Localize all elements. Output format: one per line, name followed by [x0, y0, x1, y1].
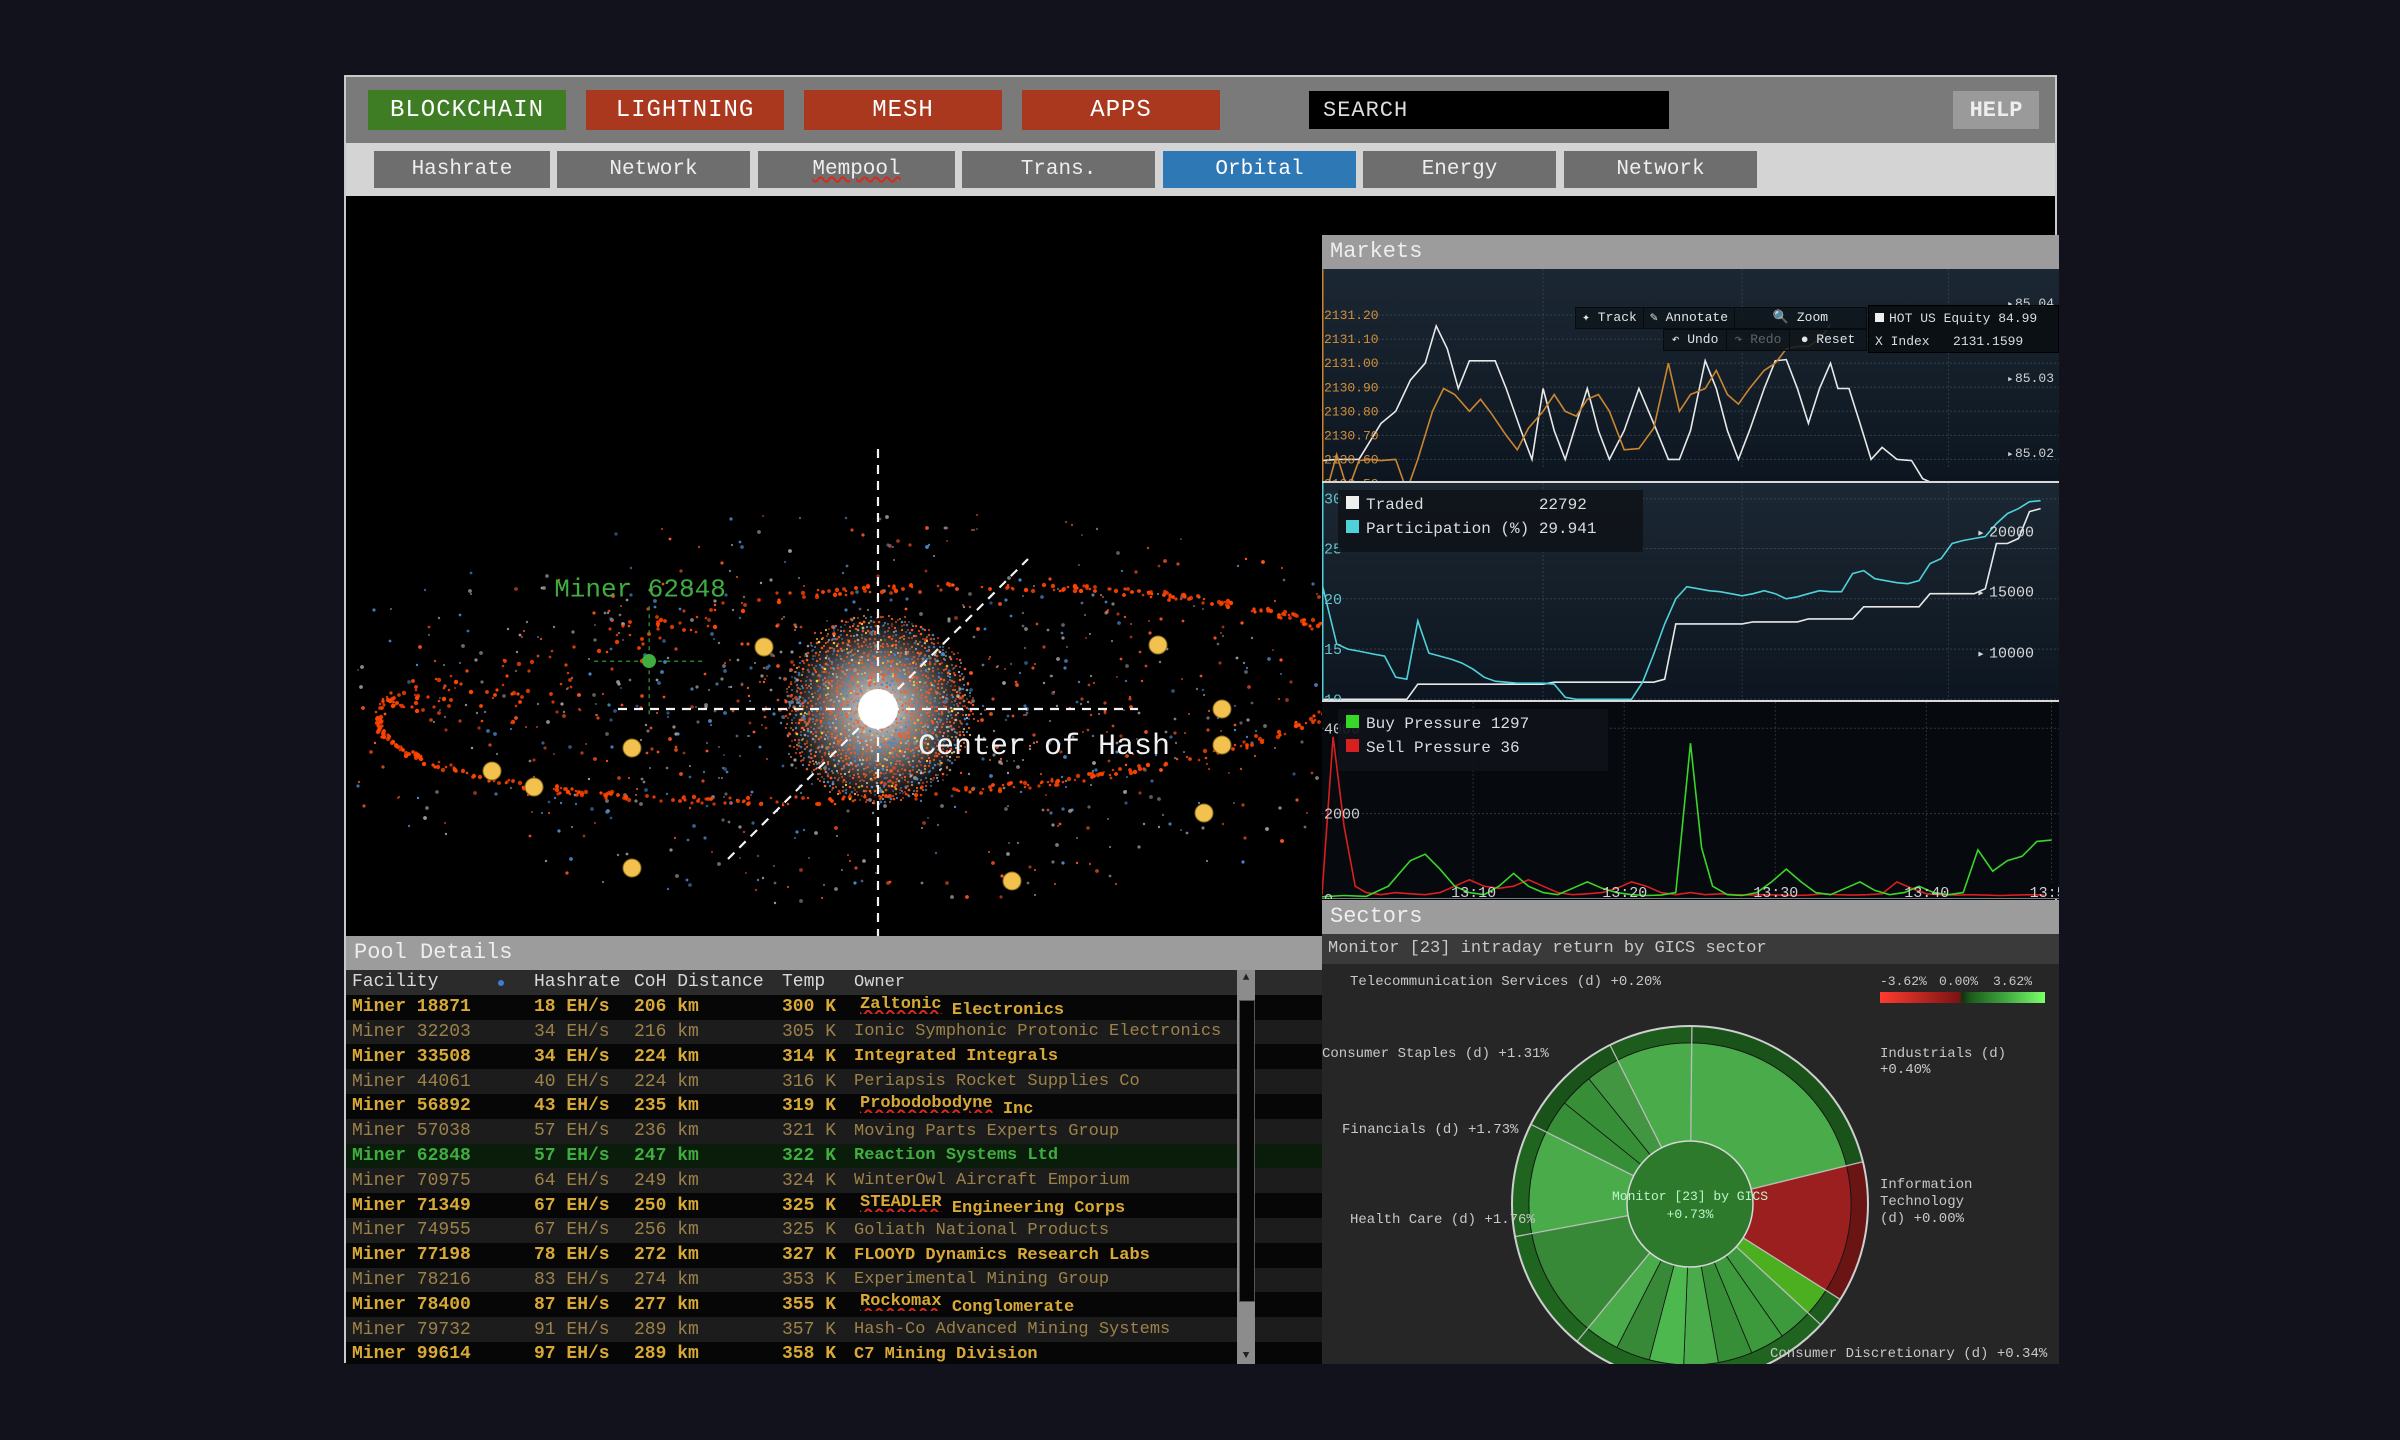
svg-text:13:20: 13:20 — [1602, 885, 1647, 899]
svg-text:2000: 2000 — [1324, 807, 1360, 824]
svg-text:+0.73%: +0.73% — [1667, 1207, 1714, 1222]
svg-text:13:30: 13:30 — [1753, 885, 1798, 899]
svg-text:15000: 15000 — [1989, 584, 2034, 601]
svg-text:Miner 62848: Miner 62848 — [554, 574, 726, 604]
svg-text:2130.90: 2130.90 — [1324, 380, 1379, 395]
svg-text:▸: ▸ — [1977, 647, 1985, 662]
svg-text:13:50: 13:50 — [2030, 885, 2059, 899]
svg-text:13:10: 13:10 — [1451, 885, 1496, 899]
svg-text:85.03: 85.03 — [2015, 371, 2054, 386]
svg-text:Center of Hash: Center of Hash — [918, 730, 1170, 764]
svg-text:2131.00: 2131.00 — [1324, 356, 1379, 371]
svg-text:2130.70: 2130.70 — [1324, 428, 1379, 443]
svg-text:15: 15 — [1324, 642, 1342, 659]
svg-text:85.02: 85.02 — [2015, 446, 2054, 461]
svg-text:▸: ▸ — [2007, 374, 2014, 386]
svg-text:Monitor [23] by GICS: Monitor [23] by GICS — [1612, 1189, 1768, 1204]
svg-text:10: 10 — [1324, 692, 1342, 702]
svg-text:▸: ▸ — [2007, 449, 2014, 461]
svg-text:▸: ▸ — [1977, 525, 1985, 540]
svg-text:2130.60: 2130.60 — [1324, 452, 1379, 467]
svg-text:10000: 10000 — [1989, 646, 2034, 663]
svg-text:13:40: 13:40 — [1904, 885, 1949, 899]
svg-text:20: 20 — [1324, 592, 1342, 609]
svg-text:20000: 20000 — [1989, 524, 2034, 541]
svg-text:2131.20: 2131.20 — [1324, 308, 1379, 323]
svg-text:2130.80: 2130.80 — [1324, 404, 1379, 419]
svg-text:2131.10: 2131.10 — [1324, 332, 1379, 347]
svg-text:▸: ▸ — [1977, 585, 1985, 600]
svg-text:0: 0 — [1324, 892, 1333, 899]
